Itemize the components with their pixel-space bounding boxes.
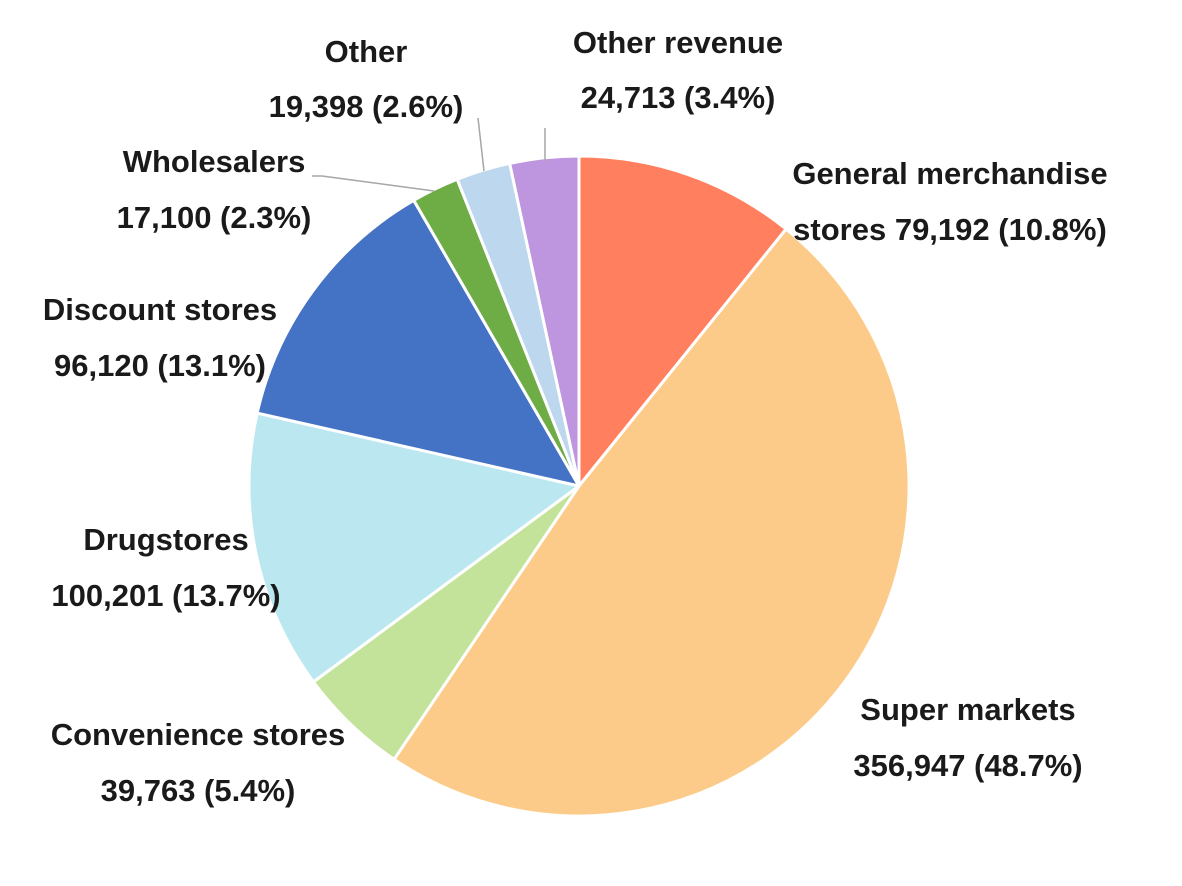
pie-slice-discount-stores <box>255 198 581 488</box>
data-label-line: 356,947 (48.7%) <box>853 748 1082 783</box>
pie-slice-general-merchandise-stores <box>577 154 788 488</box>
data-label-line: 17,100 (2.3%) <box>117 200 312 235</box>
data-label-wholesalers: Wholesalers 17,100 (2.3%) <box>117 144 312 235</box>
data-label-general-merchandise-stores: General merchandise stores 79,192 (10.8%) <box>792 156 1107 247</box>
pie-slice-super-markets <box>392 227 911 818</box>
data-label-line: Other <box>325 34 408 69</box>
data-label-other: Other 19,398 (2.6%) <box>269 34 464 124</box>
data-label-super-markets: Super markets 356,947 (48.7%) <box>853 692 1082 783</box>
pie-slices <box>247 154 911 818</box>
data-label-line: Convenience stores <box>51 717 346 752</box>
data-label-line: General merchandise <box>792 156 1107 191</box>
data-label-discount-stores: Discount stores 96,120 (13.1%) <box>43 292 277 383</box>
data-label-drugstores: Drugstores 100,201 (13.7%) <box>51 522 280 613</box>
leader-line-wholesalers <box>312 175 435 192</box>
data-label-line: Drugstores <box>83 522 248 557</box>
data-label-line: 19,398 (2.6%) <box>269 89 464 124</box>
data-label-line: 96,120 (13.1%) <box>54 348 266 383</box>
data-label-line: Other revenue <box>573 25 783 60</box>
data-label-line: 24,713 (3.4%) <box>581 80 776 115</box>
data-label-line: Wholesalers <box>123 144 306 179</box>
pie-slice-other-revenue <box>508 154 581 488</box>
data-label-line: Discount stores <box>43 292 277 327</box>
data-label-line: stores 79,192 (10.8%) <box>793 212 1107 247</box>
data-label-line: 100,201 (13.7%) <box>51 578 280 613</box>
leader-lines <box>312 117 546 192</box>
data-label-line: 39,763 (5.4%) <box>101 773 296 808</box>
data-label-convenience-stores: Convenience stores 39,763 (5.4%) <box>51 717 346 808</box>
leader-line-other <box>477 117 485 172</box>
pie-slice-drugstores <box>247 411 581 684</box>
data-label-line: Super markets <box>860 692 1075 727</box>
data-label-other-revenue: Other revenue 24,713 (3.4%) <box>573 25 783 115</box>
data-labels: General merchandise stores 79,192 (10.8%)… <box>43 25 1108 808</box>
